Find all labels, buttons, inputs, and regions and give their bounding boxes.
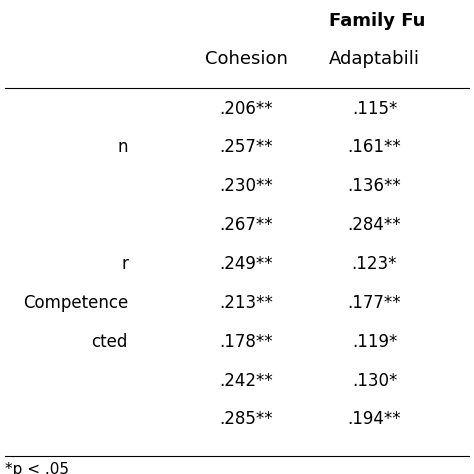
Text: .257**: .257** xyxy=(219,138,273,156)
Text: .178**: .178** xyxy=(219,333,273,351)
Text: n: n xyxy=(118,138,128,156)
Text: .206**: .206** xyxy=(219,100,273,118)
Text: Family Fu: Family Fu xyxy=(328,12,425,30)
Text: .249**: .249** xyxy=(219,255,273,273)
Text: *p < .05: *p < .05 xyxy=(5,462,69,474)
Text: .136**: .136** xyxy=(347,177,401,195)
Text: Competence: Competence xyxy=(23,294,128,312)
Text: .267**: .267** xyxy=(219,216,273,234)
Text: .194**: .194** xyxy=(347,410,401,428)
Text: cted: cted xyxy=(91,333,128,351)
Text: .285**: .285** xyxy=(219,410,273,428)
Text: .242**: .242** xyxy=(219,372,273,390)
Text: .213**: .213** xyxy=(219,294,273,312)
Text: .161**: .161** xyxy=(347,138,401,156)
Text: Adaptabili: Adaptabili xyxy=(329,50,420,68)
Text: Cohesion: Cohesion xyxy=(205,50,288,68)
Text: .177**: .177** xyxy=(347,294,401,312)
Text: .115*: .115* xyxy=(352,100,397,118)
Text: .123*: .123* xyxy=(352,255,397,273)
Text: .119*: .119* xyxy=(352,333,397,351)
Text: r: r xyxy=(121,255,128,273)
Text: .230**: .230** xyxy=(219,177,273,195)
Text: .284**: .284** xyxy=(347,216,401,234)
Text: .130*: .130* xyxy=(352,372,397,390)
